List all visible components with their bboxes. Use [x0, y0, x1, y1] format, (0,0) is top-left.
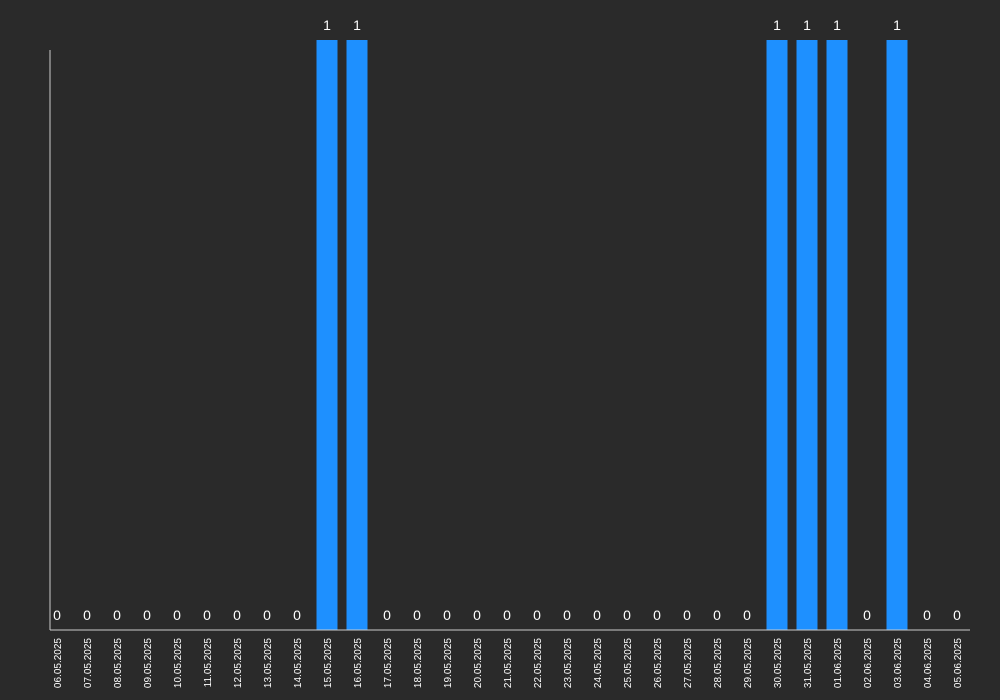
- x-tick-label: 06.05.2025: [53, 638, 64, 688]
- value-label-28.05.2025: 0: [713, 607, 721, 623]
- x-tick-label: 01.06.2025: [833, 638, 844, 688]
- x-tick-label: 24.05.2025: [593, 638, 604, 688]
- bars-group: [316, 40, 908, 630]
- bar-15.05.2025: [316, 40, 338, 630]
- value-label-07.05.2025: 0: [83, 607, 91, 623]
- x-tick-label: 27.05.2025: [683, 638, 694, 688]
- value-label-09.05.2025: 0: [143, 607, 151, 623]
- value-label-22.05.2025: 0: [533, 607, 541, 623]
- value-label-08.05.2025: 0: [113, 607, 121, 623]
- x-tick-label: 04.06.2025: [923, 638, 934, 688]
- x-tick-label: 18.05.2025: [413, 638, 424, 688]
- x-tick-label: 13.05.2025: [263, 638, 274, 688]
- value-label-24.05.2025: 0: [593, 607, 601, 623]
- value-label-04.06.2025: 0: [923, 607, 931, 623]
- x-tick-label: 29.05.2025: [743, 638, 754, 688]
- x-tick-label: 14.05.2025: [293, 638, 304, 688]
- bar-03.06.2025: [886, 40, 908, 630]
- value-label-01.06.2025: 1: [833, 17, 841, 33]
- value-label-19.05.2025: 0: [443, 607, 451, 623]
- x-tick-label: 22.05.2025: [533, 638, 544, 688]
- x-tick-label: 10.05.2025: [173, 638, 184, 688]
- value-label-29.05.2025: 0: [743, 607, 751, 623]
- bar-31.05.2025: [796, 40, 818, 630]
- x-tick-label: 23.05.2025: [563, 638, 574, 688]
- x-tick-label: 16.05.2025: [353, 638, 364, 688]
- x-tick-label: 17.05.2025: [383, 638, 394, 688]
- bar-30.05.2025: [766, 40, 788, 630]
- value-label-26.05.2025: 0: [653, 607, 661, 623]
- value-label-03.06.2025: 1: [893, 17, 901, 33]
- x-tick-label: 02.06.2025: [863, 638, 874, 688]
- value-label-21.05.2025: 0: [503, 607, 511, 623]
- x-tick-label: 28.05.2025: [713, 638, 724, 688]
- value-label-23.05.2025: 0: [563, 607, 571, 623]
- value-label-31.05.2025: 1: [803, 17, 811, 33]
- value-label-18.05.2025: 0: [413, 607, 421, 623]
- x-tick-label: 19.05.2025: [443, 638, 454, 688]
- value-label-06.05.2025: 0: [53, 607, 61, 623]
- x-tick-label: 30.05.2025: [773, 638, 784, 688]
- value-label-11.05.2025: 0: [203, 607, 211, 623]
- value-label-14.05.2025: 0: [293, 607, 301, 623]
- x-tick-label: 31.05.2025: [803, 638, 814, 688]
- value-label-25.05.2025: 0: [623, 607, 631, 623]
- x-tick-label: 05.06.2025: [953, 638, 964, 688]
- value-label-30.05.2025: 1: [773, 17, 781, 33]
- bar-16.05.2025: [346, 40, 368, 630]
- x-tick-label: 12.05.2025: [233, 638, 244, 688]
- x-tick-label: 20.05.2025: [473, 638, 484, 688]
- x-tick-label: 08.05.2025: [113, 638, 124, 688]
- value-label-16.05.2025: 1: [353, 17, 361, 33]
- x-tick-label: 15.05.2025: [323, 638, 334, 688]
- value-label-02.06.2025: 0: [863, 607, 871, 623]
- value-label-12.05.2025: 0: [233, 607, 241, 623]
- x-tick-label: 25.05.2025: [623, 638, 634, 688]
- x-tick-label: 11.05.2025: [203, 638, 214, 688]
- value-label-13.05.2025: 0: [263, 607, 271, 623]
- x-tick-label: 21.05.2025: [503, 638, 514, 688]
- x-tick-label: 03.06.2025: [893, 638, 904, 688]
- value-label-10.05.2025: 0: [173, 607, 181, 623]
- value-labels-group: 0 0 0 0 0 0 0 0 0 1 1 0 0 0 0 0 0 0 0 0 0 0 0 0 1 1 1 0 1 0 0: [53, 17, 961, 623]
- x-tick-label: 26.05.2025: [653, 638, 664, 688]
- value-label-20.05.2025: 0: [473, 607, 481, 623]
- x-tick-label: 09.05.2025: [143, 638, 154, 688]
- x-tick-label: 07.05.2025: [83, 638, 94, 688]
- value-label-15.05.2025: 1: [323, 17, 331, 33]
- bar-01.06.2025: [826, 40, 848, 630]
- x-tick-labels-group: 06.05.2025 07.05.2025 08.05.2025 09.05.2025…: [53, 638, 964, 688]
- value-label-17.05.2025: 0: [383, 607, 391, 623]
- value-label-27.05.2025: 0: [683, 607, 691, 623]
- value-label-05.06.2025: 0: [953, 607, 961, 623]
